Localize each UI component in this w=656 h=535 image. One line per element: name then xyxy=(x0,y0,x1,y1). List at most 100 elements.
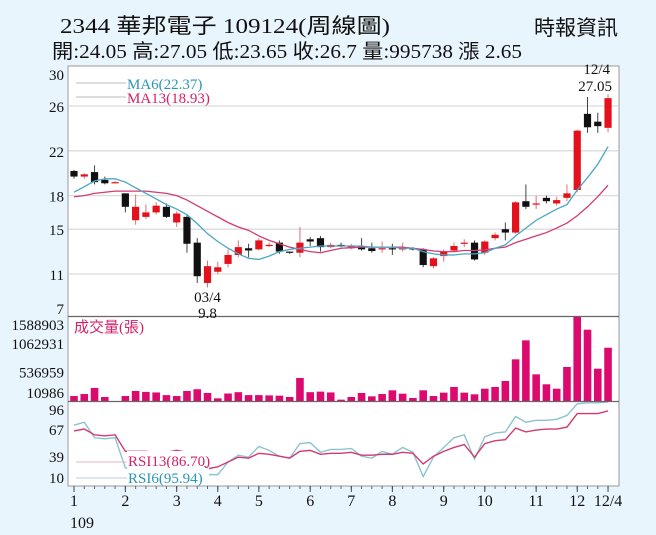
candle-body xyxy=(481,241,489,253)
x-tick-label: 12/4 xyxy=(594,493,622,510)
volume-bar xyxy=(593,368,602,401)
volume-bar xyxy=(419,390,427,401)
rsi-tick-label: 10 xyxy=(49,471,64,487)
candle-body xyxy=(532,203,540,205)
volume-bar xyxy=(429,396,438,401)
volume-bar xyxy=(337,399,345,401)
candle-body xyxy=(203,266,212,283)
candle-body xyxy=(450,246,458,251)
volume-bar xyxy=(285,396,294,401)
rsi13-legend-label: RSI13(86.70) xyxy=(128,454,210,470)
candle-body xyxy=(522,201,530,207)
chart-title: 2344 華邦電子 109124(周線圖) xyxy=(60,14,390,38)
ma-legend: MA6(22.37) MA13(18.93) xyxy=(76,77,210,107)
volume-tick-label: 1062931 xyxy=(12,337,65,353)
volume-bar xyxy=(573,316,582,401)
candle-body xyxy=(368,248,376,252)
candle-body xyxy=(604,98,612,128)
low-annotation-value: 9.8 xyxy=(198,306,217,322)
candle-body xyxy=(193,242,201,277)
gridlines xyxy=(69,105,618,275)
source-label: 時報資訊 xyxy=(534,16,618,40)
rsi13-legend-bg xyxy=(127,451,217,466)
high-annotation-date: 12/4 xyxy=(583,62,610,78)
x-axis-year: 109 xyxy=(70,515,94,532)
volume-bar xyxy=(347,396,356,401)
candle-body xyxy=(224,254,232,264)
candle-body xyxy=(90,172,99,183)
high-annotation-value: 27.05 xyxy=(578,79,612,95)
candle-body xyxy=(142,212,150,217)
price-tick-label: 18 xyxy=(49,190,64,206)
volume-bar xyxy=(368,396,376,401)
volume-bar xyxy=(409,398,417,401)
price-tick-label: 22 xyxy=(49,145,64,161)
price-panel xyxy=(70,94,612,288)
volume-bar xyxy=(162,395,171,401)
x-tick-label: 1 xyxy=(70,493,78,510)
volume-bar xyxy=(439,392,448,401)
plot-area xyxy=(67,65,620,487)
volume-bar xyxy=(357,392,366,401)
candle-body xyxy=(173,213,181,223)
x-tick-label: 6 xyxy=(306,493,314,510)
volume-panel xyxy=(70,316,612,401)
volume-bar xyxy=(583,329,592,401)
volume-bar xyxy=(131,390,140,401)
candle-body xyxy=(80,174,88,177)
volume-bar xyxy=(152,392,160,401)
x-tick-label: 7 xyxy=(347,493,355,510)
candle-body xyxy=(234,247,242,255)
candle-body xyxy=(286,251,294,253)
volume-bar xyxy=(398,393,407,401)
candle-body xyxy=(214,267,222,272)
candle-body xyxy=(388,248,396,250)
volume-bar xyxy=(491,386,499,401)
volume-bar xyxy=(70,396,78,401)
candle-body xyxy=(162,206,171,217)
volume-bar xyxy=(265,395,273,401)
candle-body xyxy=(553,200,561,204)
volume-bar xyxy=(460,392,469,401)
volume-bar xyxy=(522,340,530,401)
volume-bar xyxy=(604,347,612,401)
volume-bar xyxy=(80,394,89,401)
candle-body xyxy=(583,113,592,128)
candle-body xyxy=(275,242,283,252)
candle-body xyxy=(111,182,119,184)
volume-bar xyxy=(101,396,109,401)
volume-bar xyxy=(275,395,284,401)
candle-body xyxy=(255,240,263,250)
volume-title: 成交量(張) xyxy=(74,318,144,336)
candle-body xyxy=(512,202,520,233)
candle-body xyxy=(132,206,140,221)
candle-body xyxy=(460,242,468,244)
price-tick-label: 26 xyxy=(49,100,65,116)
x-tick-label: 11 xyxy=(528,493,543,510)
volume-bar xyxy=(213,398,222,401)
candle-body xyxy=(542,197,551,202)
volume-bar xyxy=(511,359,520,401)
volume-bar xyxy=(563,366,571,401)
volume-bar xyxy=(172,396,181,401)
ma13-legend-label: MA13(18.93) xyxy=(127,91,210,107)
candle-body xyxy=(152,205,160,213)
x-tick-label: 4 xyxy=(214,493,222,510)
candle-body xyxy=(501,229,509,233)
volume-bar xyxy=(193,389,202,401)
x-tick-label: 3 xyxy=(173,493,181,510)
price-tick-label: 7 xyxy=(57,302,65,318)
x-tick-label: 5 xyxy=(255,493,263,510)
rsi6-legend-bg xyxy=(127,468,209,484)
candle-body xyxy=(70,170,78,177)
candle-body xyxy=(265,244,273,247)
volume-bar xyxy=(90,388,99,401)
volume-bar xyxy=(450,386,458,401)
price-tick-label: 11 xyxy=(50,268,64,284)
rsi-tick-label: 96 xyxy=(49,403,65,419)
ma6-legend-label: MA6(22.37) xyxy=(127,77,202,93)
candle-body xyxy=(429,258,438,267)
candle-body xyxy=(306,239,314,242)
ma6-line xyxy=(73,146,609,261)
